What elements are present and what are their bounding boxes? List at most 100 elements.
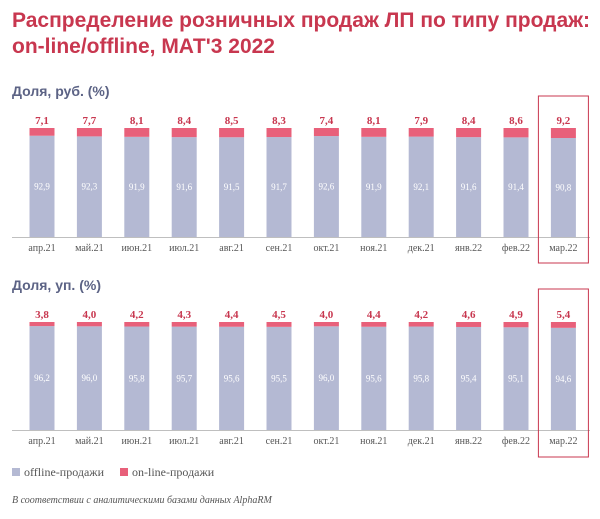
panel-1-online-bar: [266, 128, 292, 138]
panel-1-offline-bar: [503, 137, 529, 237]
panel-2-tick-label: янв.22: [455, 436, 482, 447]
panel-2-online-value: 4,5: [272, 309, 286, 321]
panel-1-offline-value: 91,7: [271, 182, 287, 192]
panel-1-online-value: 8,5: [225, 115, 239, 127]
panel-2-offline-value: 95,4: [461, 373, 477, 383]
panel-2-online-value: 4,9: [509, 309, 523, 321]
legend-online-swatch: [120, 468, 128, 476]
panel-1-subtitle: Доля, руб. (%): [12, 83, 110, 99]
panel-2-tick-label: июл.21: [169, 436, 199, 447]
panel-1-highlight-box: [537, 95, 589, 264]
panel-2-online-bar: [550, 322, 576, 328]
chart-title: Распределение розничных продаж ЛП по тип…: [12, 9, 591, 58]
panel-2-online-bar: [456, 322, 482, 327]
panel-2-offline-value: 96,0: [82, 373, 98, 383]
panel-1-offline-bar: [219, 137, 245, 237]
panel-2-online-bar: [29, 322, 55, 327]
legend-offline-swatch: [12, 468, 20, 476]
panel-2-offline-bar: [313, 326, 339, 430]
panel-2-offline-bar: [124, 326, 150, 430]
panel-1-offline-value: 92,3: [82, 182, 98, 192]
panel-2-online-value: 4,2: [130, 309, 144, 321]
panel-2-offline-bar: [219, 326, 245, 430]
panel-2-offline-value: 96,0: [319, 373, 335, 383]
panel-2-offline-value: 95,8: [413, 373, 429, 383]
panel-2-offline-value: 95,1: [508, 374, 524, 384]
panel-1-online-value: 7,4: [320, 115, 334, 127]
panel-1-offline-value: 91,4: [508, 182, 524, 192]
panel-1-offline-bar: [124, 136, 150, 237]
panel-2-tick-label: мар.22: [549, 436, 577, 447]
panel-1-tick-label: сен.21: [266, 243, 293, 254]
panel-1-offline-value: 92,9: [34, 181, 50, 191]
panel-2-online-value: 4,0: [83, 309, 97, 321]
panel-1-tick-label: июл.21: [169, 243, 199, 254]
panel-1-online-value: 8,6: [509, 115, 523, 127]
panel-2-tick-label: дек.21: [408, 436, 435, 447]
panel-1-online-bar: [550, 128, 576, 139]
panel-1-online-bar: [456, 128, 482, 138]
panel-2-tick-label: окт.21: [313, 436, 339, 447]
panel-2-online-value: 4,6: [462, 309, 476, 321]
panel-2-online-bar: [124, 322, 150, 327]
panel-1-offline-bar: [408, 136, 434, 237]
panel-2-highlight-box: [537, 288, 589, 458]
panel-2-offline-value: 95,5: [271, 373, 287, 383]
panel-2-offline-bar: [266, 326, 292, 430]
footnote: В соответствии с аналитическими базами д…: [12, 495, 272, 506]
panel-2-online-bar: [171, 322, 197, 327]
panel-1-tick-label: окт.21: [313, 243, 339, 254]
panel-2-offline-value: 95,6: [366, 373, 382, 383]
panel-1-online-bar: [503, 128, 529, 138]
panel-2-online-value: 4,0: [320, 309, 334, 321]
panel-1-offline-value: 92,1: [413, 182, 429, 192]
panel-2-offline-value: 95,7: [176, 373, 192, 383]
panel-2-online-bar: [76, 322, 102, 327]
panel-2-online-bar: [219, 322, 245, 327]
panel-2-online-value: 5,4: [557, 309, 571, 321]
panel-1-online-bar: [29, 128, 55, 136]
panel-1-tick-label: ноя.21: [360, 243, 387, 254]
panel-2-offline-value: 96,2: [34, 373, 50, 383]
panel-2-online-bar: [313, 322, 339, 327]
panel-1-tick-label: июн.21: [121, 243, 152, 254]
panel-1-tick-label: мар.22: [549, 243, 577, 254]
panel-2-tick-label: фев.22: [502, 436, 530, 447]
panel-1-online-value: 8,4: [177, 115, 191, 127]
panel-1-offline-bar: [361, 136, 387, 237]
legend-online-label: on-line-продажи: [132, 465, 215, 479]
panel-2-offline-value: 95,8: [129, 373, 145, 383]
panel-1-offline-bar: [313, 136, 339, 237]
panel-1-online-value: 7,7: [83, 115, 97, 127]
panel-2-online-bar: [361, 322, 387, 327]
panel-1-tick-label: фев.22: [502, 243, 530, 254]
panel-2-offline-bar: [29, 326, 55, 430]
panel-2-online-bar: [408, 322, 434, 327]
panel-1-tick-label: янв.22: [455, 243, 482, 254]
panel-1-online-value: 8,4: [462, 115, 476, 127]
panel-1-offline-bar: [29, 135, 55, 237]
panel-2-offline-value: 94,6: [556, 374, 572, 384]
panel-1-offline-bar: [266, 137, 292, 237]
panel-1-online-bar: [76, 128, 102, 137]
panel-2-online-value: 4,4: [225, 309, 239, 321]
panel-1-tick-label: апр.21: [28, 243, 55, 254]
panel-1-online-bar: [361, 128, 387, 137]
panel-1-tick-label: дек.21: [408, 243, 435, 254]
panel-1-online-value: 8,1: [367, 115, 381, 127]
panel-2-tick-label: авг.21: [219, 436, 244, 447]
legend-offline-label: offline-продажи: [24, 465, 105, 479]
panel-1-offline-value: 91,9: [366, 182, 382, 192]
panel-2-offline-bar: [76, 326, 102, 430]
panel-1-offline-bar: [76, 136, 102, 237]
panel-2-online-value: 4,4: [367, 309, 381, 321]
panel-2-online-bar: [266, 322, 292, 327]
panel-1-online-value: 7,9: [414, 115, 428, 127]
panel-2-offline-bar: [503, 327, 529, 430]
panel-1-offline-bar: [550, 138, 576, 237]
panel-1-online-bar: [219, 128, 245, 138]
panel-1-online-bar: [171, 128, 197, 138]
panel-1-online-value: 9,2: [557, 115, 571, 127]
panel-2-offline-bar: [171, 326, 197, 430]
panel-2-tick-label: ноя.21: [360, 436, 387, 447]
